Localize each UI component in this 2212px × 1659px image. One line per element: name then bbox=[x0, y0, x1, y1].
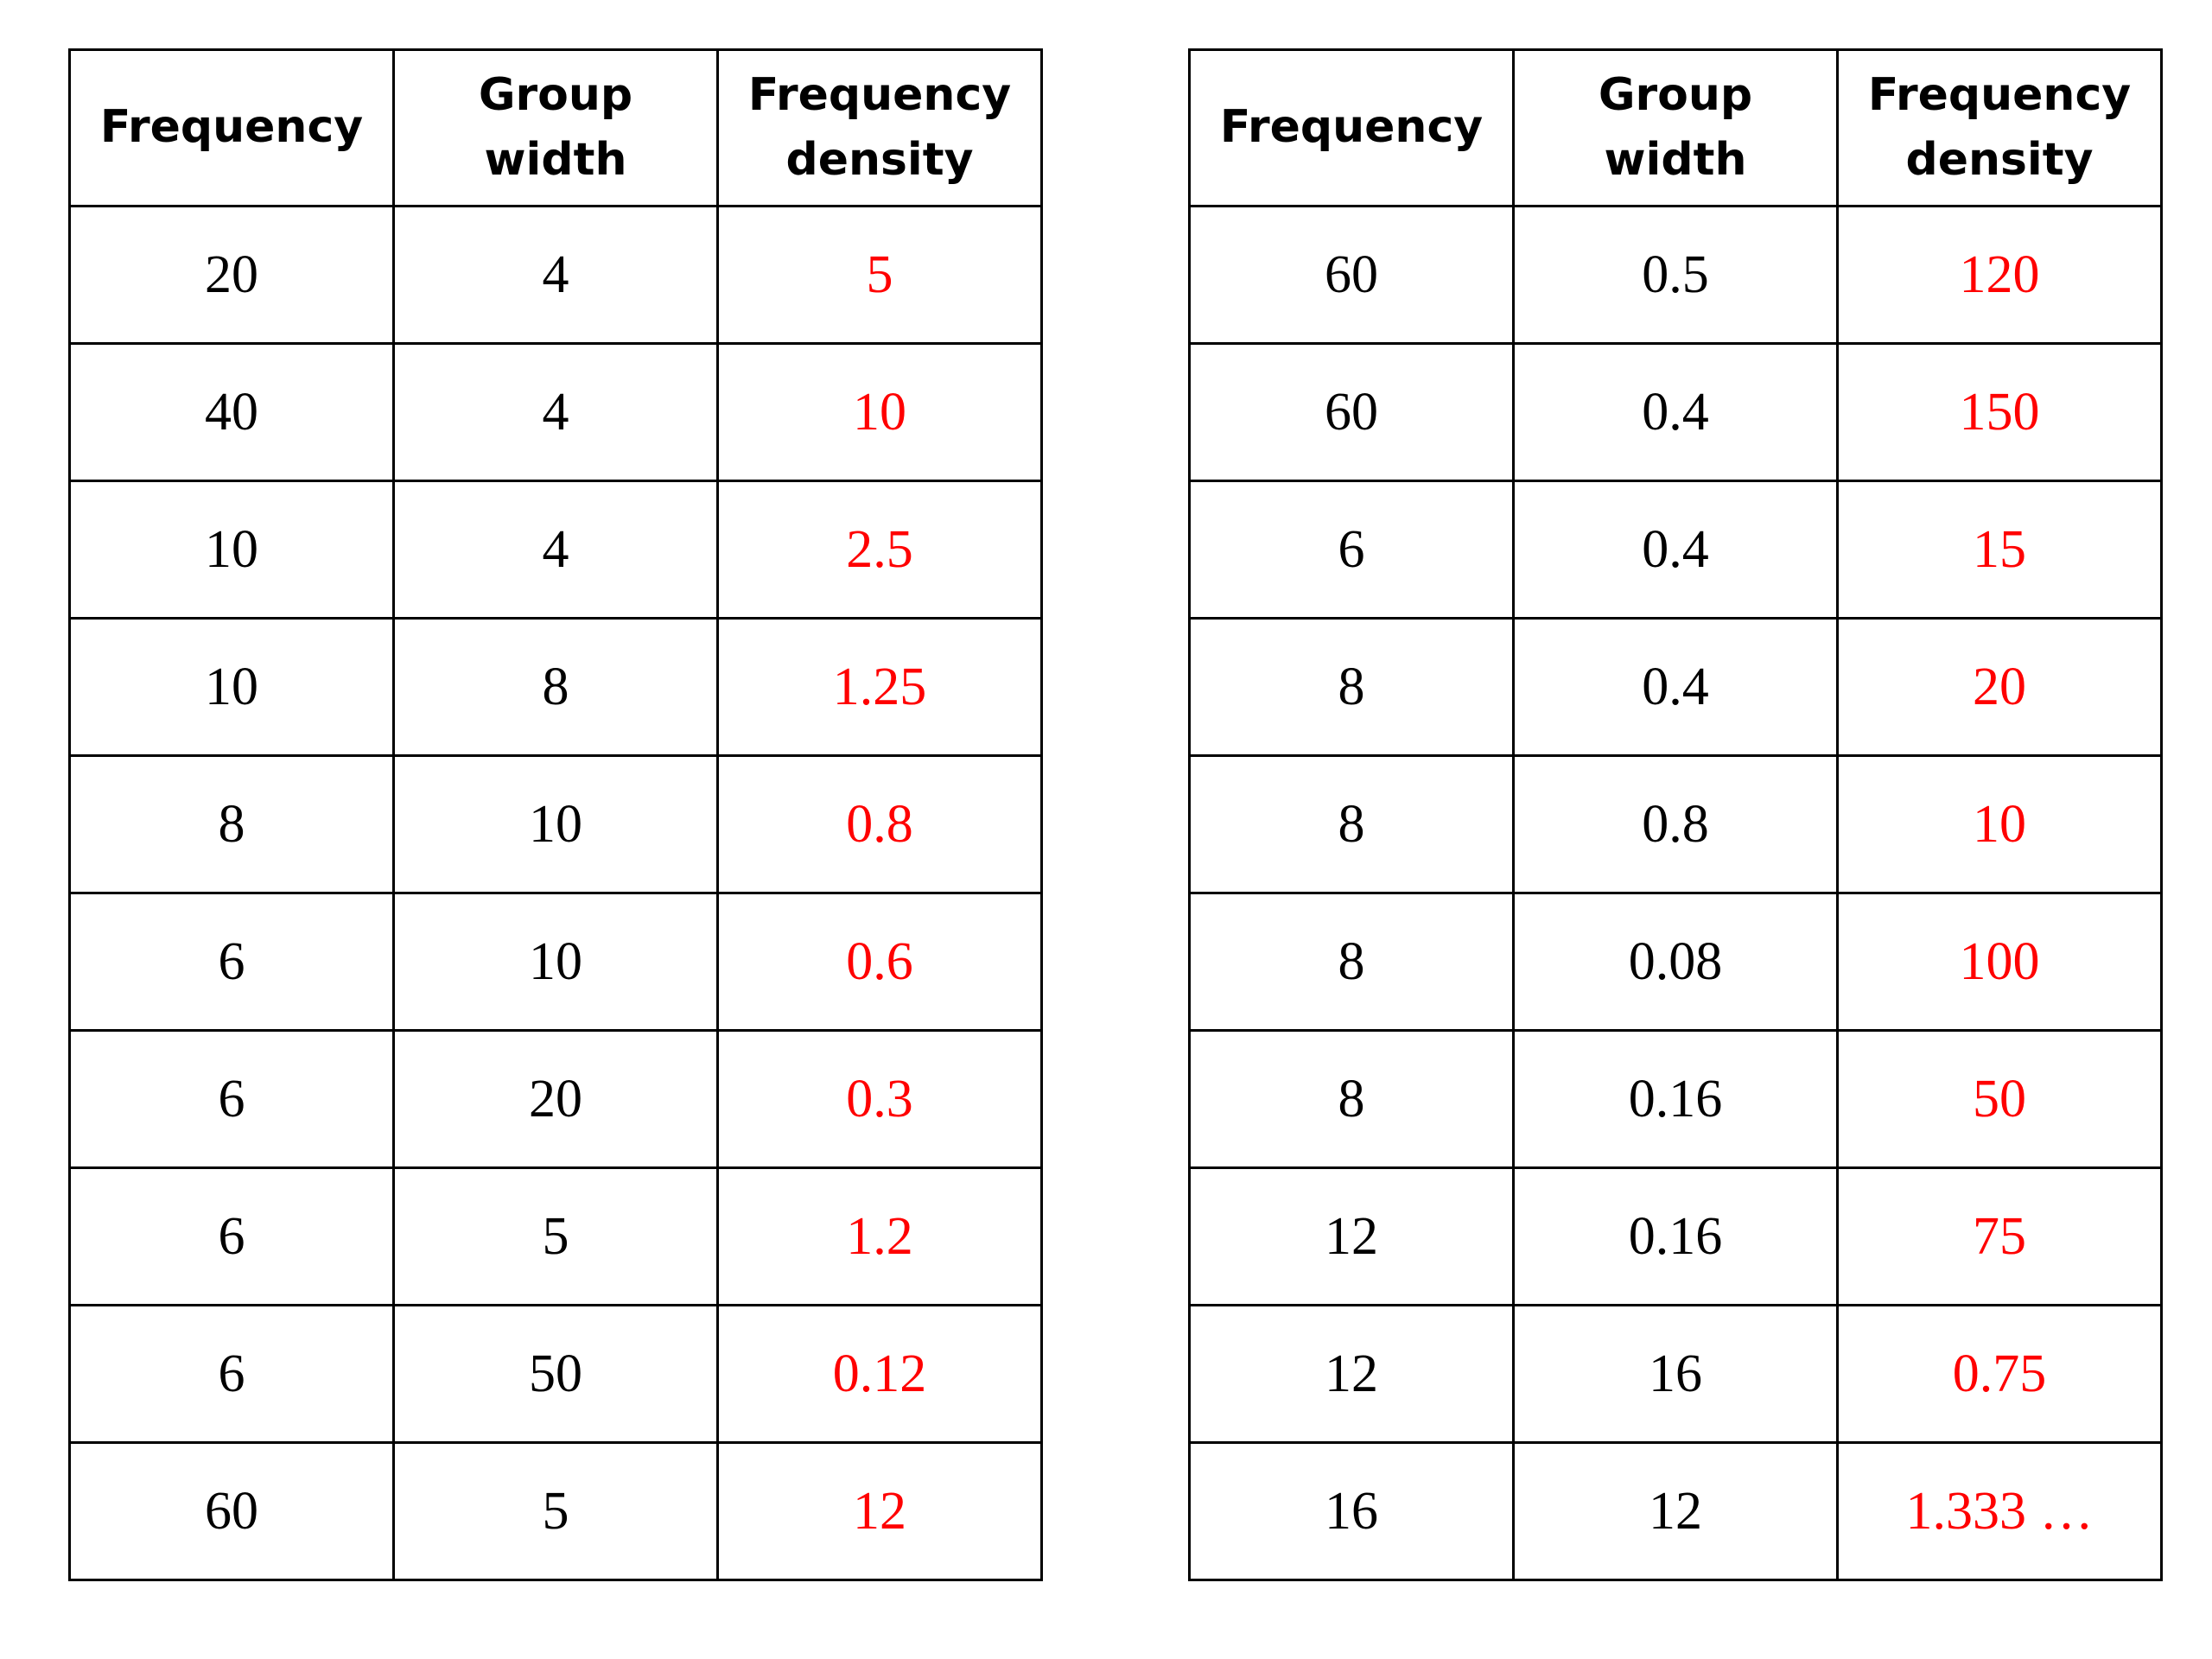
table-row: 8 0.8 10 bbox=[1188, 754, 2163, 894]
group-width-cell: 5 bbox=[392, 1441, 719, 1581]
group-width-cell: 4 bbox=[392, 205, 719, 345]
header-row: Frequency Group width Frequency density bbox=[68, 48, 1043, 207]
frequency-density-cell: 0.75 bbox=[1836, 1304, 2163, 1444]
header-frequency-density: Frequency density bbox=[716, 48, 1043, 207]
group-width-cell: 5 bbox=[392, 1166, 719, 1306]
table-row: 60 5 12 bbox=[68, 1441, 1043, 1581]
header-frequency: Frequency bbox=[68, 48, 395, 207]
frequency-cell: 8 bbox=[1188, 892, 1515, 1032]
header-group-width: Group width bbox=[1512, 48, 1839, 207]
table-row: 16 12 1.333 … bbox=[1188, 1441, 2163, 1581]
group-width-cell: 4 bbox=[392, 480, 719, 620]
frequency-cell: 6 bbox=[68, 892, 395, 1032]
group-width-cell: 0.4 bbox=[1512, 480, 1839, 620]
frequency-density-cell: 100 bbox=[1836, 892, 2163, 1032]
frequency-cell: 20 bbox=[68, 205, 395, 345]
frequency-table-left: Frequency Group width Frequency density 20… bbox=[68, 48, 1043, 1581]
table-row: 60 0.4 150 bbox=[1188, 342, 2163, 482]
header-row: Frequency Group width Frequency density bbox=[1188, 48, 2163, 207]
group-width-cell: 0.8 bbox=[1512, 754, 1839, 894]
frequency-cell: 60 bbox=[1188, 205, 1515, 345]
frequency-density-cell: 1.25 bbox=[716, 617, 1043, 757]
group-width-cell: 50 bbox=[392, 1304, 719, 1444]
group-width-cell: 0.16 bbox=[1512, 1029, 1839, 1169]
table-row: 20 4 5 bbox=[68, 205, 1043, 345]
table-row: 10 4 2.5 bbox=[68, 480, 1043, 620]
frequency-cell: 8 bbox=[1188, 1029, 1515, 1169]
group-width-cell: 10 bbox=[392, 892, 719, 1032]
frequency-cell: 6 bbox=[1188, 480, 1515, 620]
frequency-density-cell: 150 bbox=[1836, 342, 2163, 482]
frequency-cell: 16 bbox=[1188, 1441, 1515, 1581]
group-width-cell: 20 bbox=[392, 1029, 719, 1169]
frequency-density-cell: 1.333 … bbox=[1836, 1441, 2163, 1581]
frequency-density-cell: 75 bbox=[1836, 1166, 2163, 1306]
group-width-cell: 0.4 bbox=[1512, 617, 1839, 757]
group-width-cell: 0.08 bbox=[1512, 892, 1839, 1032]
frequency-density-cell: 5 bbox=[716, 205, 1043, 345]
frequency-cell: 8 bbox=[1188, 617, 1515, 757]
frequency-density-cell: 0.12 bbox=[716, 1304, 1043, 1444]
table-row: 6 5 1.2 bbox=[68, 1166, 1043, 1306]
header-group-width: Group width bbox=[392, 48, 719, 207]
group-width-cell: 16 bbox=[1512, 1304, 1839, 1444]
group-width-cell: 10 bbox=[392, 754, 719, 894]
header-frequency-density: Frequency density bbox=[1836, 48, 2163, 207]
table-row: 60 0.5 120 bbox=[1188, 205, 2163, 345]
frequency-density-cell: 120 bbox=[1836, 205, 2163, 345]
table-row: 12 0.16 75 bbox=[1188, 1166, 2163, 1306]
frequency-density-cell: 0.8 bbox=[716, 754, 1043, 894]
frequency-cell: 8 bbox=[68, 754, 395, 894]
frequency-density-cell: 12 bbox=[716, 1441, 1043, 1581]
frequency-density-cell: 2.5 bbox=[716, 480, 1043, 620]
table-row: 8 10 0.8 bbox=[68, 754, 1043, 894]
table-row: 8 0.4 20 bbox=[1188, 617, 2163, 757]
table-row: 6 50 0.12 bbox=[68, 1304, 1043, 1444]
group-width-cell: 8 bbox=[392, 617, 719, 757]
group-width-cell: 0.16 bbox=[1512, 1166, 1839, 1306]
frequency-cell: 8 bbox=[1188, 754, 1515, 894]
table-row: 6 20 0.3 bbox=[68, 1029, 1043, 1169]
frequency-cell: 12 bbox=[1188, 1304, 1515, 1444]
frequency-cell: 60 bbox=[1188, 342, 1515, 482]
frequency-density-cell: 20 bbox=[1836, 617, 2163, 757]
frequency-table-right: Frequency Group width Frequency density 60… bbox=[1188, 48, 2163, 1581]
group-width-cell: 4 bbox=[392, 342, 719, 482]
frequency-density-cell: 1.2 bbox=[716, 1166, 1043, 1306]
table-row: 8 0.16 50 bbox=[1188, 1029, 2163, 1169]
frequency-density-cell: 0.3 bbox=[716, 1029, 1043, 1169]
frequency-density-cell: 15 bbox=[1836, 480, 2163, 620]
group-width-cell: 12 bbox=[1512, 1441, 1839, 1581]
group-width-cell: 0.4 bbox=[1512, 342, 1839, 482]
frequency-cell: 40 bbox=[68, 342, 395, 482]
frequency-cell: 10 bbox=[68, 617, 395, 757]
frequency-cell: 6 bbox=[68, 1304, 395, 1444]
frequency-cell: 6 bbox=[68, 1166, 395, 1306]
frequency-density-cell: 10 bbox=[1836, 754, 2163, 894]
table-row: 6 10 0.6 bbox=[68, 892, 1043, 1032]
table-row: 12 16 0.75 bbox=[1188, 1304, 2163, 1444]
frequency-cell: 12 bbox=[1188, 1166, 1515, 1306]
table-row: 8 0.08 100 bbox=[1188, 892, 2163, 1032]
frequency-cell: 10 bbox=[68, 480, 395, 620]
frequency-density-cell: 0.6 bbox=[716, 892, 1043, 1032]
group-width-cell: 0.5 bbox=[1512, 205, 1839, 345]
header-frequency: Frequency bbox=[1188, 48, 1515, 207]
frequency-density-cell: 10 bbox=[716, 342, 1043, 482]
table-row: 40 4 10 bbox=[68, 342, 1043, 482]
frequency-cell: 6 bbox=[68, 1029, 395, 1169]
frequency-cell: 60 bbox=[68, 1441, 395, 1581]
table-row: 10 8 1.25 bbox=[68, 617, 1043, 757]
table-row: 6 0.4 15 bbox=[1188, 480, 2163, 620]
frequency-density-cell: 50 bbox=[1836, 1029, 2163, 1169]
